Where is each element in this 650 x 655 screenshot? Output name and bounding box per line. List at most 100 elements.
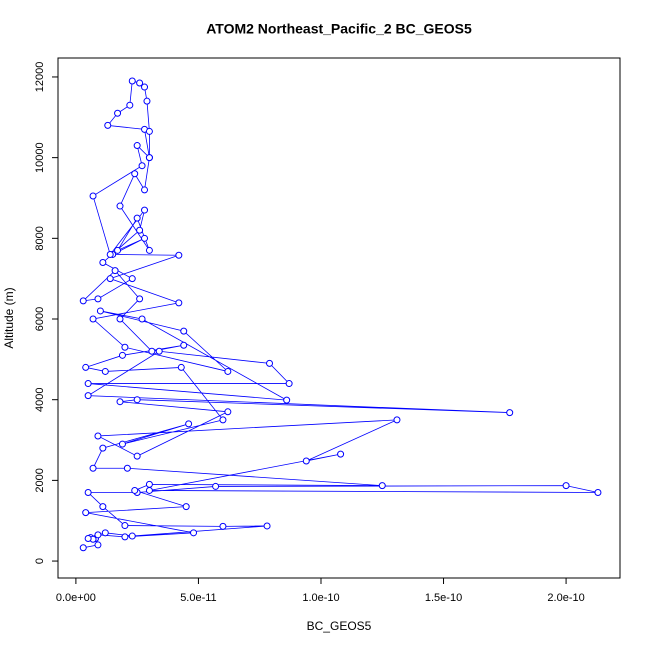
data-point (136, 295, 144, 303)
x-tick-label: 0.0e+00 (56, 592, 96, 604)
x-tick-label: 2.0e-10 (547, 592, 584, 604)
data-point (148, 347, 156, 355)
y-tick-label: 12000 (34, 62, 46, 93)
data-point (182, 503, 190, 511)
chart-title: ATOM2 Northeast_Pacific_2 BC_GEOS5 (206, 21, 472, 37)
data-point (133, 142, 141, 150)
data-point (138, 315, 146, 323)
data-point (141, 186, 149, 194)
data-point (99, 444, 107, 452)
data-point (145, 154, 153, 162)
data-point (116, 398, 124, 406)
data-point (393, 416, 401, 424)
data-point (128, 77, 136, 85)
data-point (133, 214, 141, 222)
data-point (136, 79, 144, 87)
data-point (378, 482, 386, 490)
data-point (123, 464, 131, 472)
data-point (84, 380, 92, 388)
data-point (99, 259, 107, 267)
y-axis-label: Altitude (m) (2, 287, 16, 348)
data-point (337, 450, 345, 458)
data-point (111, 267, 119, 275)
data-point (89, 464, 97, 472)
data-point (145, 480, 153, 488)
y-tick-label: 8000 (34, 226, 46, 250)
data-point (212, 482, 220, 490)
data-point (133, 396, 141, 404)
data-point (89, 315, 97, 323)
data-point (141, 234, 149, 242)
data-point (114, 109, 122, 117)
data-point (121, 533, 129, 541)
data-point (79, 544, 87, 552)
data-point (219, 522, 227, 530)
data-point (116, 315, 124, 323)
data-point (121, 343, 129, 351)
data-point (155, 347, 163, 355)
data-point (138, 162, 146, 170)
data-point (114, 246, 122, 254)
data-point (84, 488, 92, 496)
data-point (106, 275, 114, 283)
data-point (143, 97, 151, 105)
data-point (145, 486, 153, 494)
data-point (141, 206, 149, 214)
data-point (101, 367, 109, 375)
plot-box (57, 57, 621, 579)
data-point (94, 295, 102, 303)
y-tick-label: 4000 (34, 387, 46, 411)
data-point (96, 307, 104, 315)
data-point (180, 341, 188, 349)
y-tick-label: 10000 (34, 142, 46, 173)
data-point (118, 351, 126, 359)
data-point (266, 359, 274, 367)
x-axis-label: BC_GEOS5 (307, 619, 372, 633)
data-point (82, 509, 90, 517)
data-point (128, 532, 136, 540)
data-point (104, 121, 112, 129)
data-point (175, 251, 183, 259)
data-point (99, 503, 107, 511)
data-point (302, 457, 310, 465)
data-point (219, 416, 227, 424)
data-point (84, 534, 92, 542)
data-point (79, 297, 87, 305)
data-point (224, 367, 232, 375)
y-tick-label: 0 (34, 558, 46, 564)
data-point (185, 420, 193, 428)
data-point (263, 522, 271, 530)
y-tick-label: 2000 (34, 468, 46, 492)
data-point (131, 170, 139, 178)
data-point (82, 363, 90, 371)
data-point (145, 246, 153, 254)
data-line (82, 80, 599, 549)
x-tick-label: 1.0e-10 (302, 592, 339, 604)
data-point (136, 226, 144, 234)
data-point (177, 363, 185, 371)
data-point (594, 488, 602, 496)
data-point (126, 101, 134, 109)
data-point (133, 452, 141, 460)
data-point (562, 482, 570, 490)
data-point (141, 83, 149, 91)
data-point (190, 529, 198, 537)
data-point (180, 327, 188, 335)
data-point (84, 392, 92, 400)
data-point (131, 486, 139, 494)
data-point (116, 202, 124, 210)
data-point (101, 529, 109, 537)
data-point (94, 541, 102, 549)
data-point (121, 522, 129, 530)
data-point (145, 127, 153, 135)
data-point (94, 432, 102, 440)
data-point (106, 250, 114, 258)
y-tick-label: 6000 (34, 307, 46, 331)
data-point (224, 408, 232, 416)
data-point (283, 396, 291, 404)
data-point (175, 299, 183, 307)
data-point (285, 380, 293, 388)
x-tick-label: 1.5e-10 (425, 592, 462, 604)
